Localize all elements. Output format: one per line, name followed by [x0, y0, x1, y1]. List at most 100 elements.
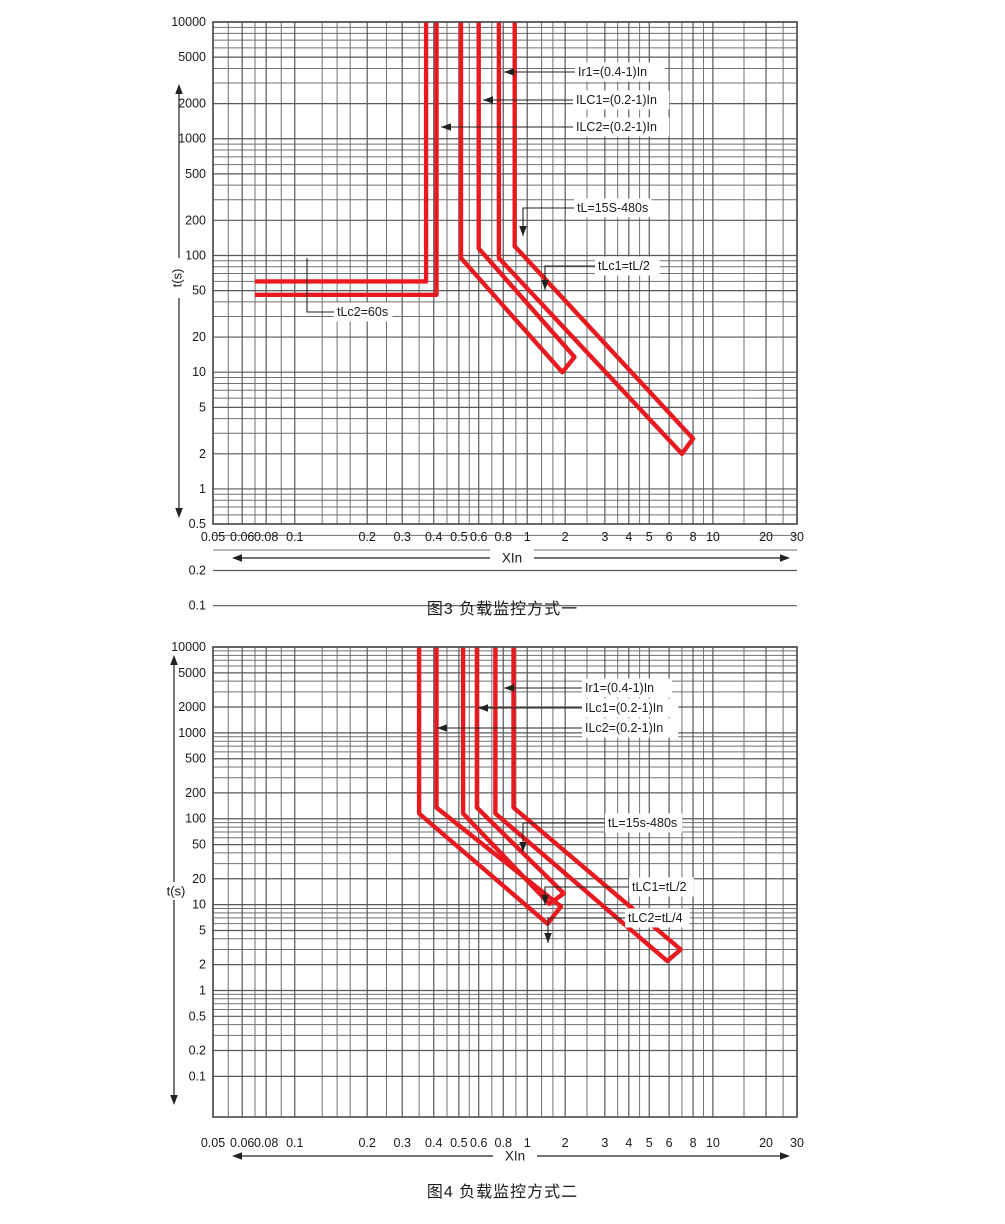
- figure4-x-tick-label: 0.06: [230, 1136, 254, 1150]
- figure4-x-tick-label: 0.6: [470, 1136, 487, 1150]
- figure4-callout-label-ilc1: ILc1=(0.2-1)In: [585, 701, 663, 715]
- figure4-y-tick-label: 0.2: [189, 1044, 206, 1058]
- figure3-x-tick-label: 0.5: [450, 530, 467, 544]
- figure4-x-tick-labels: 0.05 0.06 0.08 0.1 0.2 0.3 0.4 0.5 0.6 0.8 1 2 3 4 5 6 8…: [201, 1136, 804, 1150]
- figure3-x-tick-label: 6: [666, 530, 673, 544]
- figure4-plot-border: [212, 646, 798, 1118]
- figure3-y-tick-label: 200: [185, 213, 206, 227]
- figure4-x-tick-label: 5: [646, 1136, 653, 1150]
- figure4-callout-arrowhead-ilc1: [478, 704, 488, 712]
- figure4-annotations: Ir1=(0.4-1)In ILc1=(0.2-1)In ILc2=(0.2-1)I…: [437, 678, 694, 943]
- figure4-curve-ILc1-band-endcap: [547, 891, 566, 907]
- figure3-callout-arrowhead-tl: [519, 226, 527, 236]
- figure3-callout-box-ir1: [575, 62, 665, 82]
- figure3-y-tick-label: 5: [199, 400, 206, 414]
- figure4-callout-label-ir1: Ir1=(0.4-1)In: [585, 681, 654, 695]
- figure4-y-tick-label: 0.1: [189, 1069, 206, 1083]
- figure3-x-tick-label: 2: [562, 530, 569, 544]
- figure4-y-arrowhead-up: [170, 655, 178, 665]
- figure3-x-tick-label: 0.08: [254, 530, 278, 544]
- figure4-x-arrowhead-left: [232, 1152, 242, 1160]
- figure3-curves: [255, 22, 696, 456]
- figure3-y-arrowhead-up: [175, 84, 183, 94]
- figure4-caption: 图4 负载监控方式二: [426, 1184, 579, 1201]
- figure3-x-tick-label: 0.06: [230, 530, 254, 544]
- figure4-curve-ILc2-band-endcap: [545, 904, 564, 926]
- figure3-callout-arrowhead-ilc1: [483, 96, 493, 104]
- figure3-y-tick-label: 100: [185, 248, 206, 262]
- figure3-y-tick-label: 50: [192, 284, 206, 298]
- figure3-grid-major: [212, 21, 798, 607]
- figure3-curve-ILC2-band: [255, 22, 429, 284]
- figure4-x-tick-label: 0.3: [394, 1136, 411, 1150]
- figure3-callout-box-ilc2: [573, 117, 670, 137]
- figure4-grid-minor: [213, 647, 797, 1117]
- figure3-callout-box-tl: [574, 198, 652, 218]
- figure4-curves: [416, 647, 683, 964]
- figure3-callout-label-tlc2: tLc2=60s: [337, 305, 388, 319]
- figure4-chart: Ir1=(0.4-1)In ILc1=(0.2-1)In ILc2=(0.2-1)I…: [160, 640, 804, 1165]
- figure4-curve-ILc1-band: [460, 647, 551, 906]
- figure3-curve-ILC1-band: [458, 22, 564, 374]
- figure3-y-tick-label: 2000: [178, 97, 206, 111]
- figure4-x-tick-label: 6: [666, 1136, 673, 1150]
- figure4-curve-Ir1-band-endcap: [665, 947, 683, 964]
- figure4-y-tick-label: 1: [199, 983, 206, 997]
- figure3-y-tick-label: 20: [192, 330, 206, 344]
- figure4-callout-arrowhead-tlc1: [541, 895, 549, 905]
- figure4-y-tick-label: 200: [185, 786, 206, 800]
- figure3-y-tick-label: 10: [192, 365, 206, 379]
- figure4-x-axis-arrow: XIn: [232, 1147, 790, 1165]
- figure3-callout-pointer-tl: [522, 207, 575, 236]
- figure3-callout-arrowhead-ilc2: [441, 123, 451, 131]
- figure3-callout-label-ilc1: ILC1=(0.2-1)In: [576, 93, 657, 107]
- figure3-callout-box-tlc2: [334, 302, 393, 322]
- figure3-x-tick-label: 1: [524, 530, 531, 544]
- figure4-y-tick-label: 2000: [178, 700, 206, 714]
- figure4-callout-arrowhead-tl: [519, 842, 527, 852]
- figure4-x-tick-label: 0.05: [201, 1136, 225, 1150]
- figure4-y-tick-label: 1000: [178, 726, 206, 740]
- figure4-callout-arrowhead-tlc2: [544, 933, 552, 943]
- figure3-x-tick-label: 0.6: [470, 530, 487, 544]
- figure3-curve-Ir1-band: [496, 22, 684, 456]
- figure3-x-tick-label: 30: [790, 530, 804, 544]
- figure4-x-tick-label: 0.2: [358, 1136, 375, 1150]
- figure4-y-tick-label: 2: [199, 958, 206, 972]
- figure4-callout-box-ir1: [582, 678, 672, 698]
- figure3-x-tick-label: 3: [601, 530, 608, 544]
- figure3-grid-minor: [213, 22, 797, 551]
- figure3-curve-Ir1-band-endcap: [679, 436, 696, 456]
- figure3-y-tick-label: 1: [199, 482, 206, 496]
- figure4-x-tick-label: 0.4: [425, 1136, 442, 1150]
- figure3-x-tick-label: 4: [625, 530, 632, 544]
- figure4-callout-arrowhead-ilc2: [437, 724, 447, 732]
- figure3-y-tick-labels: 10000 5000 2000 1000 500 200 100 50 20 10 5 2 1 0.5 0.…: [171, 15, 206, 613]
- figure4-callout-box-tlc2: [625, 908, 690, 928]
- figure4-y-axis-title: t(s): [167, 884, 186, 899]
- figure4-callout-box-ilc2: [582, 718, 679, 738]
- figure3-plot-border: [212, 21, 798, 525]
- figure3-callout-arrowhead-ir1: [504, 68, 514, 76]
- figure4-curve-Ir1-band: [511, 647, 683, 952]
- figure3-callout-label-ir1: Ir1=(0.4-1)In: [578, 65, 647, 79]
- figure3-x-tick-label: 0.8: [495, 530, 512, 544]
- figure4-curve-ILc2-band: [416, 647, 549, 926]
- figure4-x-tick-label: 0.08: [254, 1136, 278, 1150]
- figure3-callout-label-ilc2: ILC2=(0.2-1)In: [576, 120, 657, 134]
- figure4-x-arrowhead-right: [780, 1152, 790, 1160]
- figure4-x-tick-label: 8: [690, 1136, 697, 1150]
- figure3-callout-box-tlc1: [595, 256, 660, 276]
- figure4-x-tick-label: 0.8: [495, 1136, 512, 1150]
- figure4-curve-ILc2-band: [434, 647, 563, 909]
- figure4-y-tick-label: 50: [192, 838, 206, 852]
- figure3-curve-ILC1-band-endcap: [560, 354, 577, 375]
- figure4-x-tick-label: 30: [790, 1136, 804, 1150]
- figure3-curve-ILC1-band: [476, 22, 577, 359]
- figure4-y-axis-arrow: t(s): [160, 655, 192, 1105]
- figure3-x-axis-arrow: XIn: [232, 549, 790, 567]
- figure4-callout-label-tlc2: tLC2=tL/4: [628, 911, 683, 925]
- figure4-callout-box-tl: [605, 813, 683, 833]
- figure3-y-tick-label: 2: [199, 447, 206, 461]
- figure4-callout-arrowhead-ir1: [504, 684, 514, 692]
